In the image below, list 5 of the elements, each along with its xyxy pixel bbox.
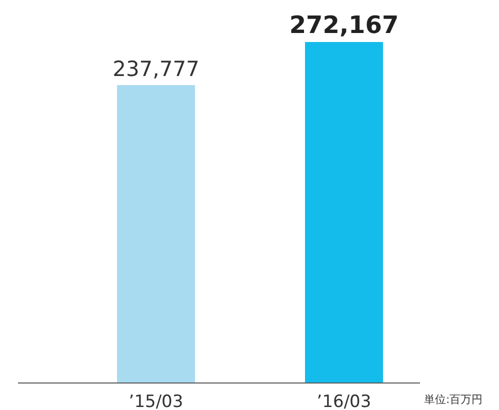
x-tick-label: ’15/03 [128, 392, 184, 410]
text: 単位:百万円 [424, 393, 483, 406]
data-label: 237,777 [112, 57, 200, 82]
data-label: 272,167 [289, 11, 399, 39]
x-tick-label: ’16/03 [316, 392, 372, 410]
